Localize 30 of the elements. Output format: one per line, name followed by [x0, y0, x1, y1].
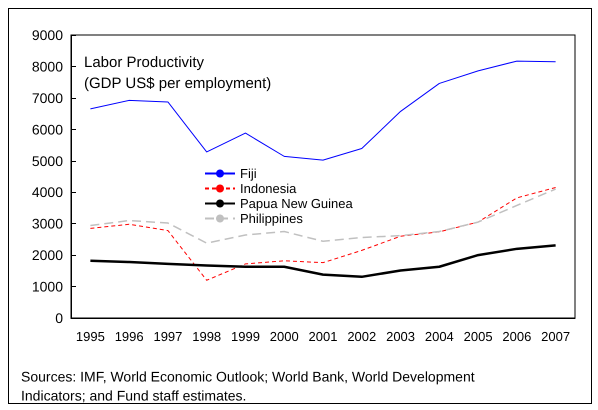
x-tick-label: 2004	[424, 329, 454, 344]
y-tick-label: 9000	[32, 27, 64, 43]
x-tick-label: 2007	[541, 329, 570, 344]
x-tick-label: 2005	[464, 329, 493, 344]
x-tick-label: 2000	[270, 329, 299, 344]
x-tick-label: 1999	[231, 329, 260, 344]
x-tick-label: 2002	[347, 329, 376, 344]
y-tick-label: 4000	[32, 184, 64, 200]
legend-label: Indonesia	[240, 181, 298, 196]
legend-label: Philippines	[240, 211, 304, 226]
x-tick-label: 1996	[114, 329, 144, 344]
x-tick-label: 2003	[386, 329, 415, 344]
source-note: Sources: IMF, World Economic Outlook; World Bank, World Development Indicators; and Fund staff estimates.	[21, 368, 475, 404]
legend-label: Fiji	[240, 166, 257, 181]
line-series	[89, 244, 557, 278]
y-tick-label: 2000	[32, 247, 64, 264]
x-tick-label: 2001	[308, 329, 338, 344]
x-tick-label: 1995	[76, 329, 105, 344]
legend-label: Papua New Guinea	[240, 196, 354, 211]
y-tick-label: 3000	[32, 216, 64, 232]
y-tick-label: 8000	[32, 58, 64, 74]
y-tick-label: 1000	[32, 278, 64, 295]
x-tick-label: 2006	[502, 329, 532, 344]
y-tick-label: 0	[55, 310, 64, 326]
y-tick-label: 5000	[32, 152, 64, 169]
text: Labor Productivity (GDP US$ per employment)	[84, 54, 272, 92]
y-tick-label: 6000	[32, 121, 64, 138]
x-tick-label: 1997	[153, 329, 182, 344]
x-tick-label: 1998	[192, 329, 222, 344]
y-tick-label: 7000	[32, 90, 64, 106]
